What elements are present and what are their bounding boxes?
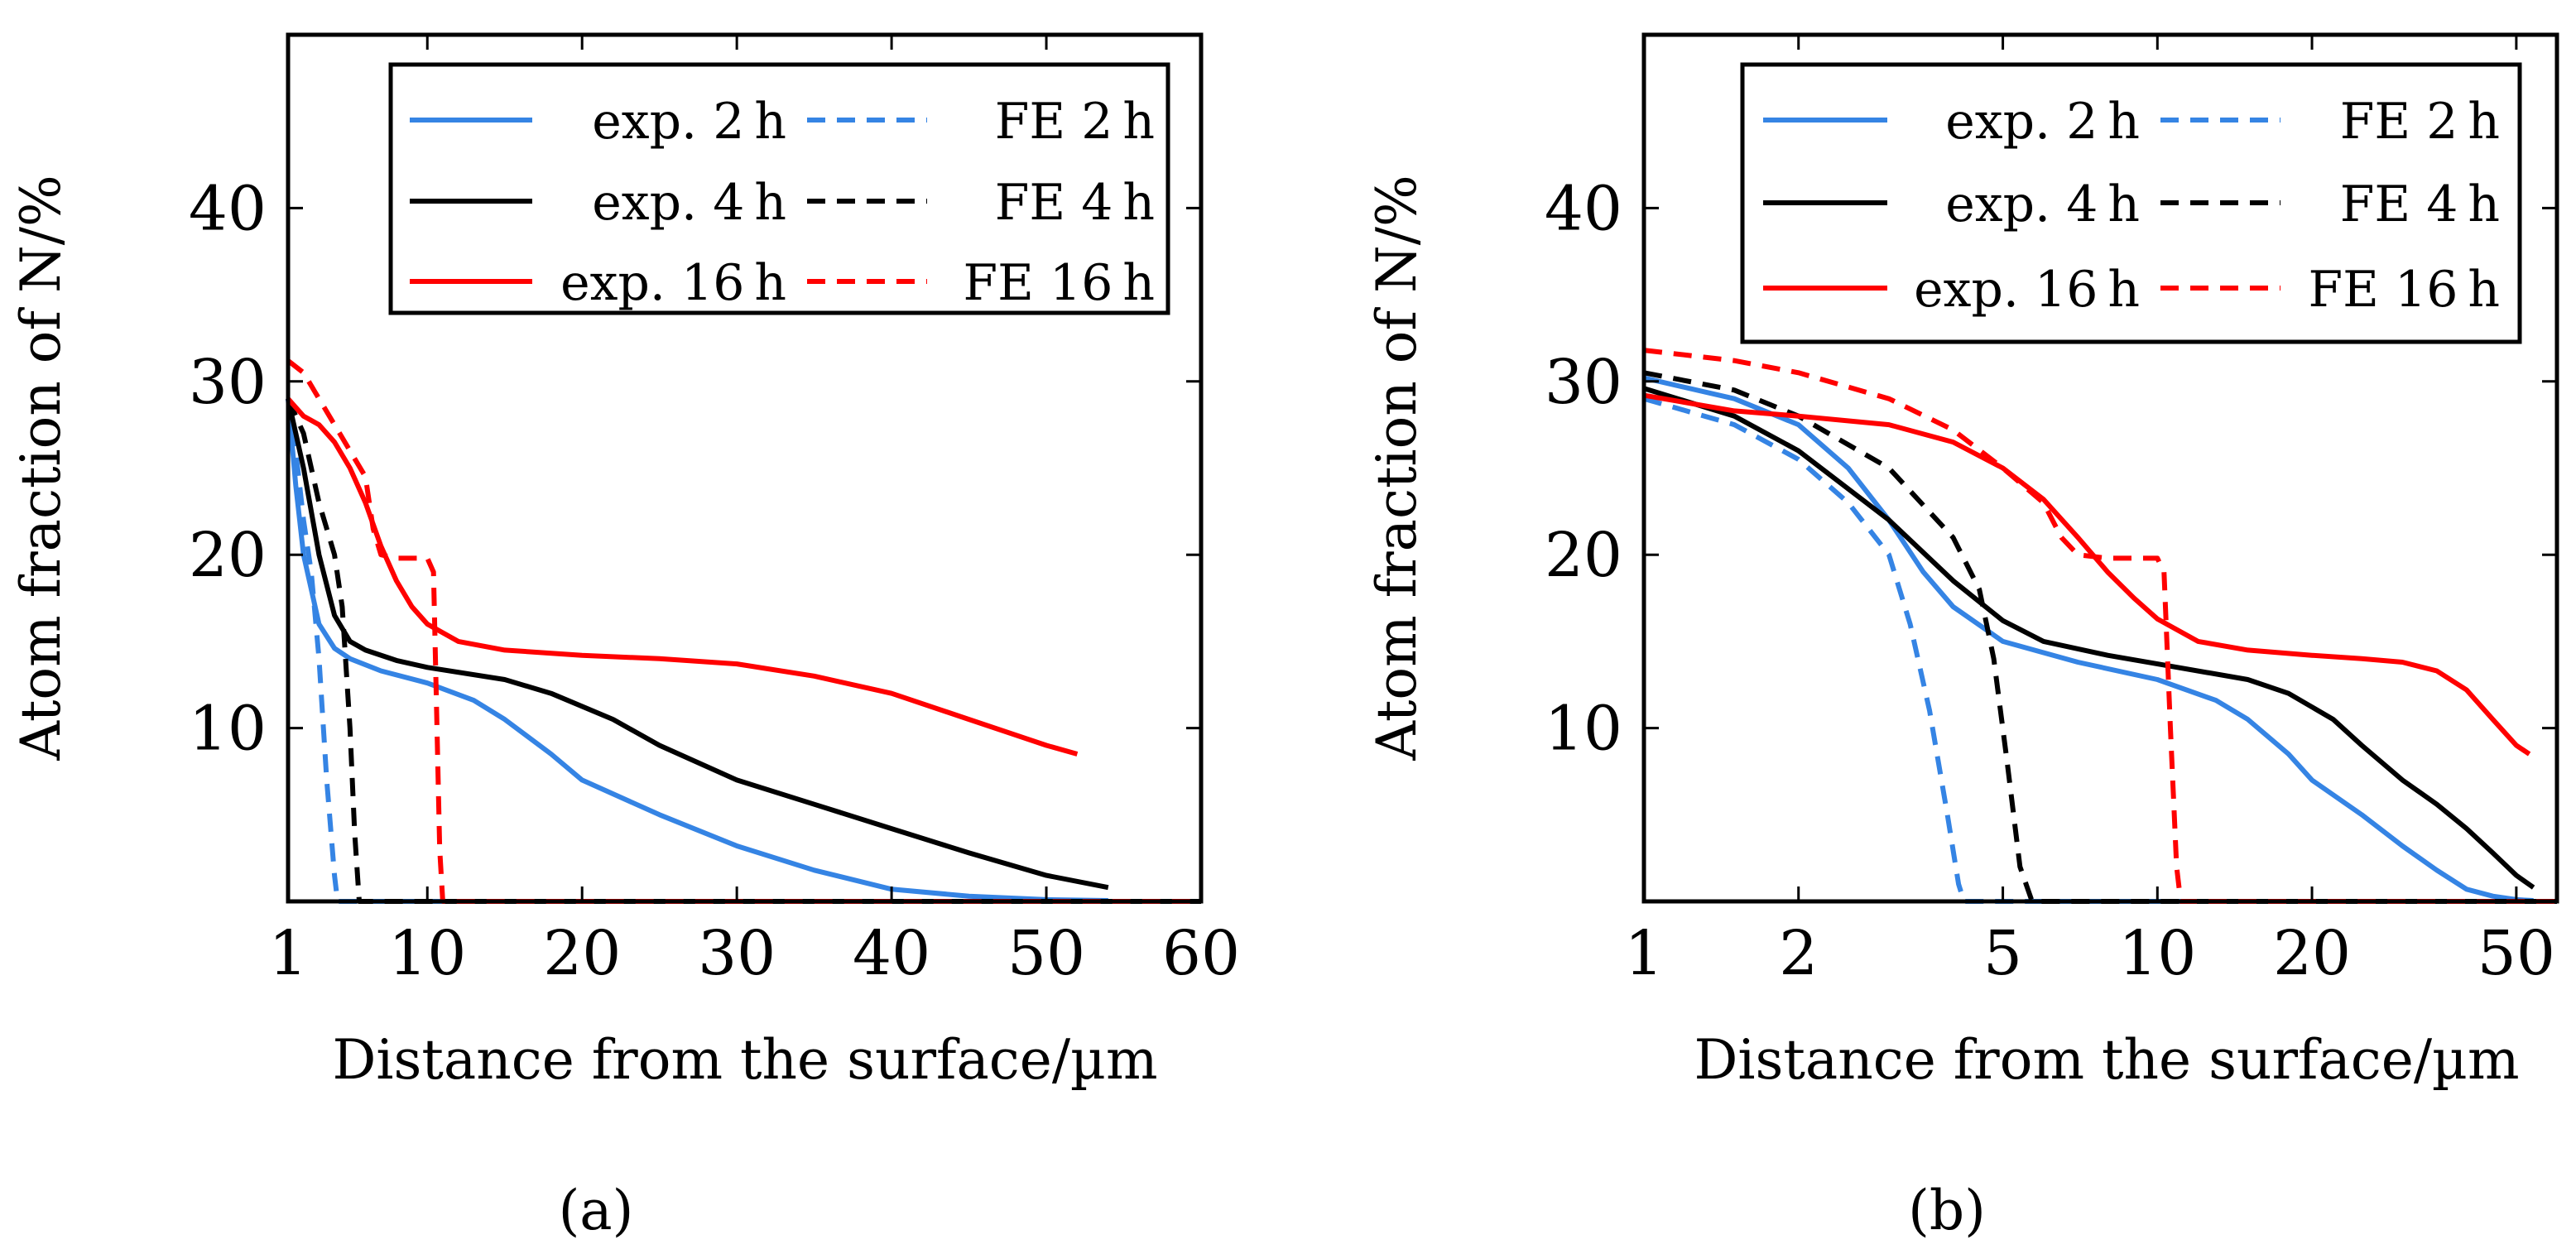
- panel-a-series: [286, 358, 1201, 904]
- panel-b-yticks: 10 20 30 40: [1545, 173, 2557, 765]
- panel-a-yticks: 10 20 30 40: [189, 173, 1201, 765]
- panel-a-legend-label-exp-2h: exp. 2 h: [592, 93, 786, 151]
- panel-a-legend-label-fe-16h: FE 16 h: [964, 254, 1155, 312]
- panel-b-legend-label-fe-4h: FE 4 h: [2340, 175, 2500, 233]
- panel-a-ytick-label-10: 10: [189, 694, 267, 765]
- panel-b-ytick-label-20: 20: [1545, 520, 1622, 591]
- panel-a-series-exp-4-h: [286, 398, 1109, 891]
- panel-b-xtick-label-50: 50: [2477, 918, 2555, 989]
- panel-a-xtick-label-60: 60: [1162, 918, 1240, 989]
- panel-b-xtick-label-2: 2: [1779, 918, 1818, 989]
- panel-b-xlabel: Distance from the surface/µm: [1694, 1028, 2519, 1092]
- panel-a-label: (a): [559, 1179, 634, 1242]
- panel-b-label: (b): [1908, 1179, 1986, 1242]
- panel-a-ytick-label-20: 20: [189, 520, 267, 591]
- panel-a-ytick-label-40: 40: [189, 173, 267, 244]
- panel-a-series-exp-16-h: [286, 396, 1079, 757]
- panel-a-series-fe-2-h: [286, 398, 1201, 904]
- panel-b-series-fe-2-h: [1643, 396, 2557, 904]
- panel-a-series-exp-2-h: [286, 398, 1108, 903]
- panel-b-series-exp-16-h: [1643, 392, 2531, 757]
- panel-b-series: [1643, 348, 2557, 904]
- panel-b-ylabel: Atom fraction of N/%: [1365, 175, 1429, 761]
- panel-b-series-exp-2-h: [1643, 375, 2534, 903]
- panel-b-series-exp-4-h: [1643, 386, 2535, 890]
- panel-a-xtick-label-30: 30: [698, 918, 776, 989]
- panel-b-xtick-label-1: 1: [1624, 918, 1663, 989]
- panel-a-xtick-label-1: 1: [268, 918, 307, 989]
- panel-b-ytick-label-10: 10: [1545, 694, 1622, 765]
- panel-b-legend-label-fe-2h: FE 2 h: [2340, 93, 2500, 151]
- panel-a-legend: exp. 2 h FE 2 h exp. 4 h FE 4 h exp. 16 …: [388, 62, 1170, 315]
- panel-b-xtick-label-20: 20: [2273, 918, 2351, 989]
- panel-a-xticks: 1 10 20 30 40 50 60: [268, 35, 1240, 989]
- panel-a-ytick-label-30: 30: [189, 347, 267, 418]
- panel-a-xlabel: Distance from the surface/µm: [332, 1028, 1157, 1092]
- panel-b-legend-label-exp-2h: exp. 2 h: [1945, 93, 2140, 151]
- panel-b-xticks: 1 2 5 10 20 50: [1624, 35, 2555, 989]
- panel-a-xtick-label-20: 20: [543, 918, 621, 989]
- panel-a-xtick-label-50: 50: [1007, 918, 1085, 989]
- panel-b-plot-frame: [1641, 32, 2559, 904]
- panel-b-legend-label-exp-16h: exp. 16 h: [1914, 261, 2140, 319]
- panel-a-ylabel: Atom fraction of N/%: [9, 175, 73, 761]
- panel-b-legend-label-fe-16h: FE 16 h: [2309, 261, 2500, 319]
- panel-b-xtick-label-10: 10: [2118, 918, 2196, 989]
- panel-a-legend-label-exp-4h: exp. 4 h: [592, 174, 786, 232]
- panel-b-ytick-label-30: 30: [1545, 347, 1622, 418]
- panel-a-legend-label-exp-16h: exp. 16 h: [560, 254, 786, 312]
- panel-b-series-fe-4-h: [1643, 370, 2557, 904]
- panel-a-series-fe-16-h: [286, 358, 1201, 904]
- panel-a-legend-label-fe-4h: FE 4 h: [995, 174, 1155, 232]
- panel-a-series-fe-4-h: [286, 397, 1201, 904]
- panel-a-xtick-label-10: 10: [388, 918, 466, 989]
- panel-b-series-fe-16-h: [1643, 348, 2557, 904]
- panel-a-plot-frame: [286, 32, 1204, 904]
- panel-b-legend-label-exp-4h: exp. 4 h: [1945, 175, 2140, 233]
- panel-b-xtick-label-5: 5: [1983, 918, 2022, 989]
- panel-a-xtick-label-40: 40: [853, 918, 930, 989]
- panel-b-ytick-label-40: 40: [1545, 173, 1622, 244]
- panel-a-legend-frame: [388, 62, 1170, 315]
- panel-a-legend-label-fe-2h: FE 2 h: [995, 93, 1155, 151]
- panel-b-legend: exp. 2 h FE 2 h exp. 4 h FE 4 h exp. 16 …: [1740, 62, 2522, 344]
- panel-a: 1 10 20 30 40 50 60 10 20 30 40 Atom fraction of …: [9, 32, 1240, 1242]
